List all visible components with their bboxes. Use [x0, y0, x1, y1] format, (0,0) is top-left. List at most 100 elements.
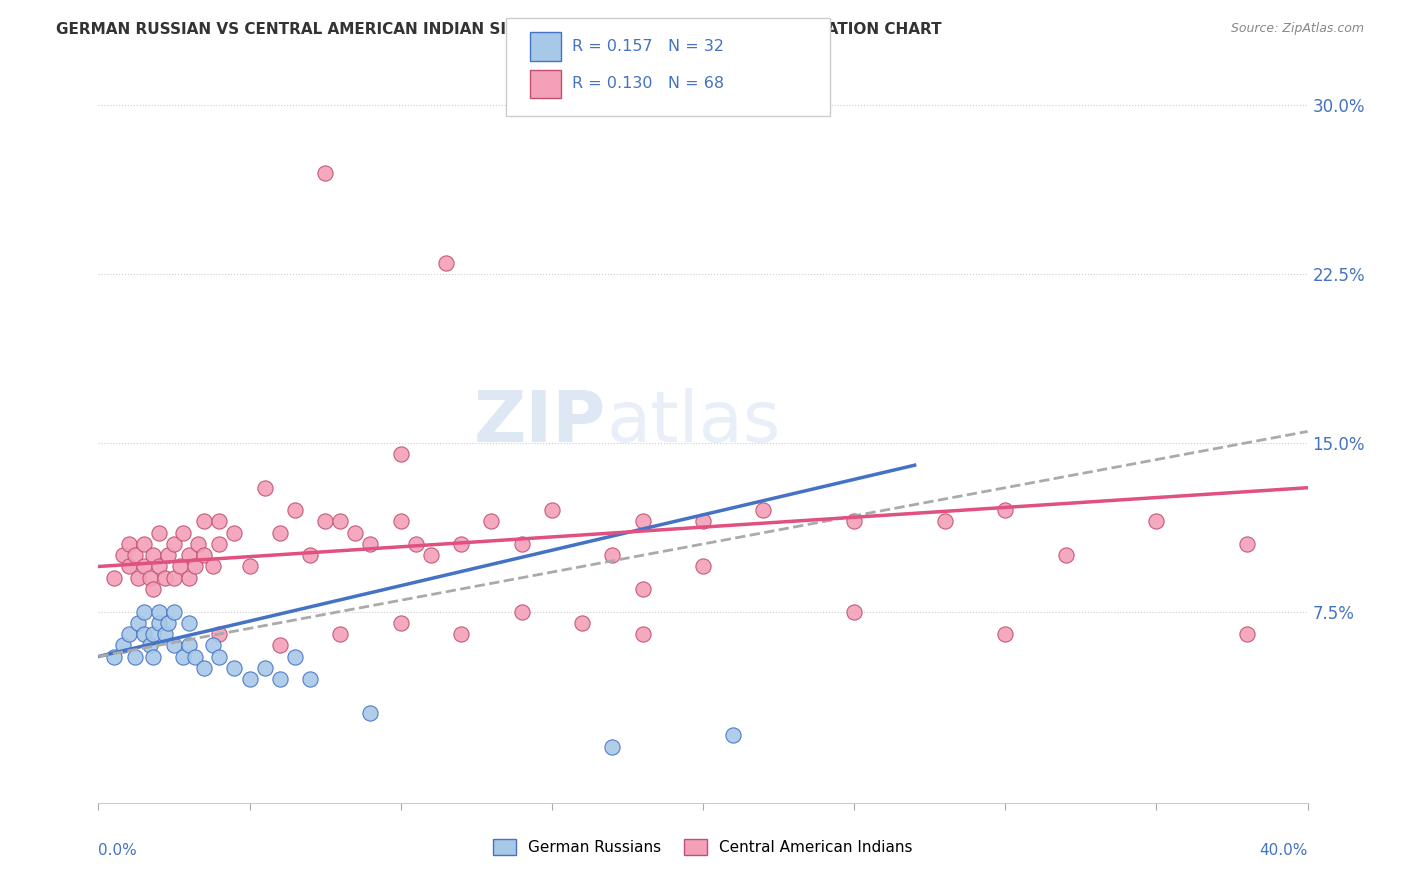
Point: [156, 615, 179, 630]
Point: [193, 548, 215, 562]
Point: [314, 515, 336, 529]
Point: [153, 571, 176, 585]
Point: [148, 615, 170, 630]
Point: [510, 537, 533, 551]
Point: [111, 638, 134, 652]
Point: [148, 559, 170, 574]
Point: [179, 548, 201, 562]
Point: [314, 166, 336, 180]
Text: Source: ZipAtlas.com: Source: ZipAtlas.com: [1230, 22, 1364, 36]
Point: [389, 515, 412, 529]
Point: [1054, 548, 1077, 562]
Point: [1236, 627, 1258, 641]
Point: [631, 582, 654, 596]
Text: R = 0.130   N = 68: R = 0.130 N = 68: [572, 77, 724, 91]
Point: [269, 672, 291, 686]
Point: [163, 571, 186, 585]
Point: [118, 627, 141, 641]
Point: [148, 605, 170, 619]
Point: [118, 537, 141, 551]
Text: R = 0.157   N = 32: R = 0.157 N = 32: [572, 39, 724, 54]
Text: 0.0%: 0.0%: [98, 843, 138, 858]
Point: [602, 548, 624, 562]
Text: 40.0%: 40.0%: [1260, 843, 1308, 858]
Point: [344, 525, 367, 540]
Point: [389, 615, 412, 630]
Point: [172, 525, 194, 540]
Point: [179, 638, 201, 652]
Point: [631, 515, 654, 529]
Point: [139, 571, 162, 585]
Point: [142, 627, 165, 641]
Point: [631, 627, 654, 641]
Point: [299, 672, 322, 686]
Point: [571, 615, 593, 630]
Point: [844, 515, 866, 529]
Text: atlas: atlas: [606, 388, 780, 457]
Point: [269, 525, 291, 540]
Point: [169, 559, 191, 574]
Text: ZIP: ZIP: [474, 388, 606, 457]
Point: [127, 615, 149, 630]
Point: [450, 537, 472, 551]
Point: [752, 503, 775, 517]
Point: [239, 672, 262, 686]
Point: [202, 559, 225, 574]
Point: [132, 627, 155, 641]
Point: [139, 638, 162, 652]
Point: [124, 649, 146, 664]
Point: [202, 638, 225, 652]
Point: [148, 525, 170, 540]
Point: [132, 537, 155, 551]
Point: [172, 649, 194, 664]
Point: [1144, 515, 1167, 529]
Point: [269, 638, 291, 652]
Point: [153, 627, 176, 641]
Point: [360, 706, 382, 720]
Point: [208, 649, 231, 664]
Point: [510, 605, 533, 619]
Point: [208, 537, 231, 551]
Point: [111, 548, 134, 562]
Point: [994, 503, 1017, 517]
Legend: German Russians, Central American Indians: German Russians, Central American Indian…: [486, 833, 920, 861]
Point: [723, 728, 745, 742]
Point: [103, 649, 125, 664]
Point: [118, 559, 141, 574]
Point: [602, 739, 624, 754]
Point: [163, 605, 186, 619]
Point: [934, 515, 956, 529]
Point: [450, 627, 472, 641]
Point: [253, 481, 276, 495]
Point: [193, 515, 215, 529]
Y-axis label: Single Mother Households: Single Mother Households: [0, 337, 7, 537]
Point: [124, 548, 146, 562]
Point: [481, 515, 503, 529]
Point: [844, 605, 866, 619]
Point: [224, 525, 246, 540]
Point: [208, 627, 231, 641]
Text: GERMAN RUSSIAN VS CENTRAL AMERICAN INDIAN SINGLE MOTHER HOUSEHOLDS CORRELATION C: GERMAN RUSSIAN VS CENTRAL AMERICAN INDIA…: [56, 22, 942, 37]
Point: [692, 559, 714, 574]
Point: [127, 571, 149, 585]
Point: [360, 537, 382, 551]
Point: [540, 503, 562, 517]
Point: [253, 661, 276, 675]
Point: [1236, 537, 1258, 551]
Point: [434, 255, 457, 269]
Point: [299, 548, 322, 562]
Point: [420, 548, 443, 562]
Point: [329, 627, 352, 641]
Point: [163, 638, 186, 652]
Point: [193, 661, 215, 675]
Point: [163, 537, 186, 551]
Point: [208, 515, 231, 529]
Point: [179, 615, 201, 630]
Point: [389, 447, 412, 461]
Point: [994, 627, 1017, 641]
Point: [132, 605, 155, 619]
Point: [184, 649, 207, 664]
Point: [142, 649, 165, 664]
Point: [184, 559, 207, 574]
Point: [239, 559, 262, 574]
